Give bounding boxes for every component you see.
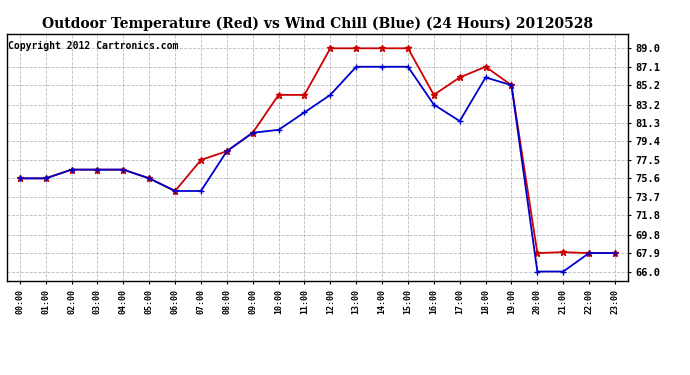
Text: Copyright 2012 Cartronics.com: Copyright 2012 Cartronics.com <box>8 41 179 51</box>
Title: Outdoor Temperature (Red) vs Wind Chill (Blue) (24 Hours) 20120528: Outdoor Temperature (Red) vs Wind Chill … <box>42 17 593 31</box>
